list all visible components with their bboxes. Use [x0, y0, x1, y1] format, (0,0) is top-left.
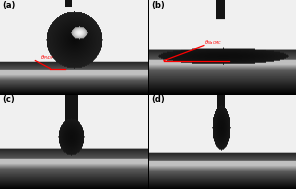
Text: $\theta_{NaCMC}$: $\theta_{NaCMC}$: [204, 39, 222, 47]
Text: $\theta_{PVDF}$: $\theta_{PVDF}$: [40, 53, 55, 63]
Text: (d): (d): [151, 95, 165, 104]
Text: (c): (c): [2, 95, 15, 104]
Text: (b): (b): [151, 1, 165, 9]
Text: (a): (a): [2, 1, 16, 9]
